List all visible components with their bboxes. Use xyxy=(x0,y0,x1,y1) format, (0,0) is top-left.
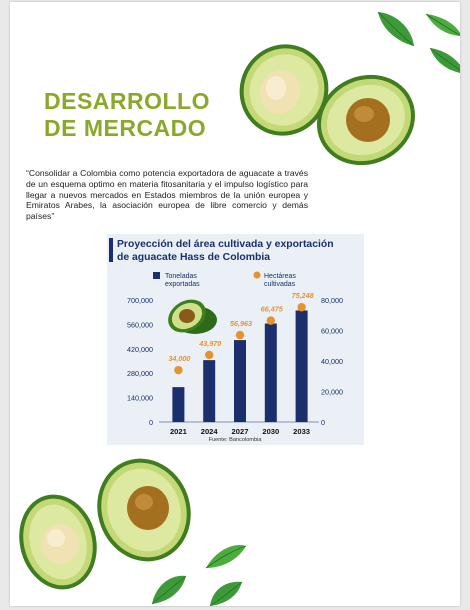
x-tick-label: 2021 xyxy=(170,427,188,436)
data-point xyxy=(297,303,306,312)
leaf-icon xyxy=(151,575,187,605)
legend-label-dot-line2: cultivadas xyxy=(264,281,296,288)
y-left-tick-label: 420,000 xyxy=(127,345,153,354)
document-page: DESARROLLO DE MERCADO “Consolidar a Colo… xyxy=(10,2,460,606)
page-title: DESARROLLO DE MERCADO xyxy=(44,88,210,142)
leaf-icon xyxy=(377,11,415,47)
data-point xyxy=(235,330,245,340)
y-right-tick-label: 20,000 xyxy=(321,388,343,397)
legend-swatch-bar xyxy=(153,272,160,279)
quote-paragraph: “Consolidar a Colombia como potencia exp… xyxy=(26,168,308,222)
leaves-top-decoration xyxy=(377,11,460,73)
y-right-tick-label: 80,000 xyxy=(321,296,343,305)
legend-label-bar-line1: Toneladas xyxy=(165,273,197,280)
y-left-tick-label: 280,000 xyxy=(127,369,153,378)
legend-swatch-dot xyxy=(253,271,261,279)
data-label: 43,970 xyxy=(198,339,221,348)
bar xyxy=(172,387,185,422)
infographic: Proyección del área cultivada y exportac… xyxy=(107,234,364,445)
avocado-half-icon xyxy=(239,44,329,136)
bar xyxy=(264,323,277,422)
chart-title: Proyección del área cultivada y exportac… xyxy=(117,239,357,264)
avocado-illustration-icon xyxy=(168,299,217,334)
chart-source: Fuente: Bancolombia xyxy=(209,437,263,443)
avocado-pit-icon xyxy=(317,74,415,166)
y-left-tick-label: 140,000 xyxy=(127,394,153,403)
legend-label-dot-line1: Hectáreas xyxy=(264,273,296,280)
data-point xyxy=(205,350,214,360)
leaves-bottom-decoration xyxy=(151,544,247,606)
leaf-icon xyxy=(205,544,247,569)
data-label: 66,475 xyxy=(261,305,284,314)
title-line-1: DESARROLLO xyxy=(44,88,210,114)
data-label: 34,000 xyxy=(168,354,190,363)
y-left-tick-label: 0 xyxy=(149,418,153,427)
title-line-2: DE MERCADO xyxy=(44,115,207,141)
y-right-tick-label: 0 xyxy=(321,418,325,427)
bar xyxy=(203,360,216,422)
data-label: 56,963 xyxy=(230,319,252,328)
bar xyxy=(234,340,246,422)
leaf-icon xyxy=(209,581,243,606)
data-label: 75,248 xyxy=(292,291,314,300)
chart-title-line-1: Proyección del área cultivada y exportac… xyxy=(117,239,334,250)
x-tick-label: 2024 xyxy=(201,427,219,436)
avocado-half-icon xyxy=(19,494,97,590)
x-tick-label: 2030 xyxy=(262,427,279,436)
chart-title-line-2: de aguacate Hass de Colombia xyxy=(117,251,271,263)
title-accent-bar xyxy=(109,238,113,262)
avocado-pit-icon xyxy=(97,458,191,562)
data-point xyxy=(174,365,183,375)
leaf-icon xyxy=(425,13,460,36)
x-tick-label: 2027 xyxy=(232,427,249,436)
y-right-tick-label: 40,000 xyxy=(321,357,343,366)
y-left-tick-label: 700,000 xyxy=(127,296,153,305)
leaf-icon xyxy=(429,47,460,73)
y-right-tick-label: 60,000 xyxy=(321,327,343,336)
x-tick-label: 2033 xyxy=(293,427,310,436)
y-left-tick-label: 560,000 xyxy=(127,320,153,329)
legend-label-bar-line2: exportadas xyxy=(165,281,200,288)
bar xyxy=(295,310,308,422)
data-point xyxy=(266,316,275,325)
